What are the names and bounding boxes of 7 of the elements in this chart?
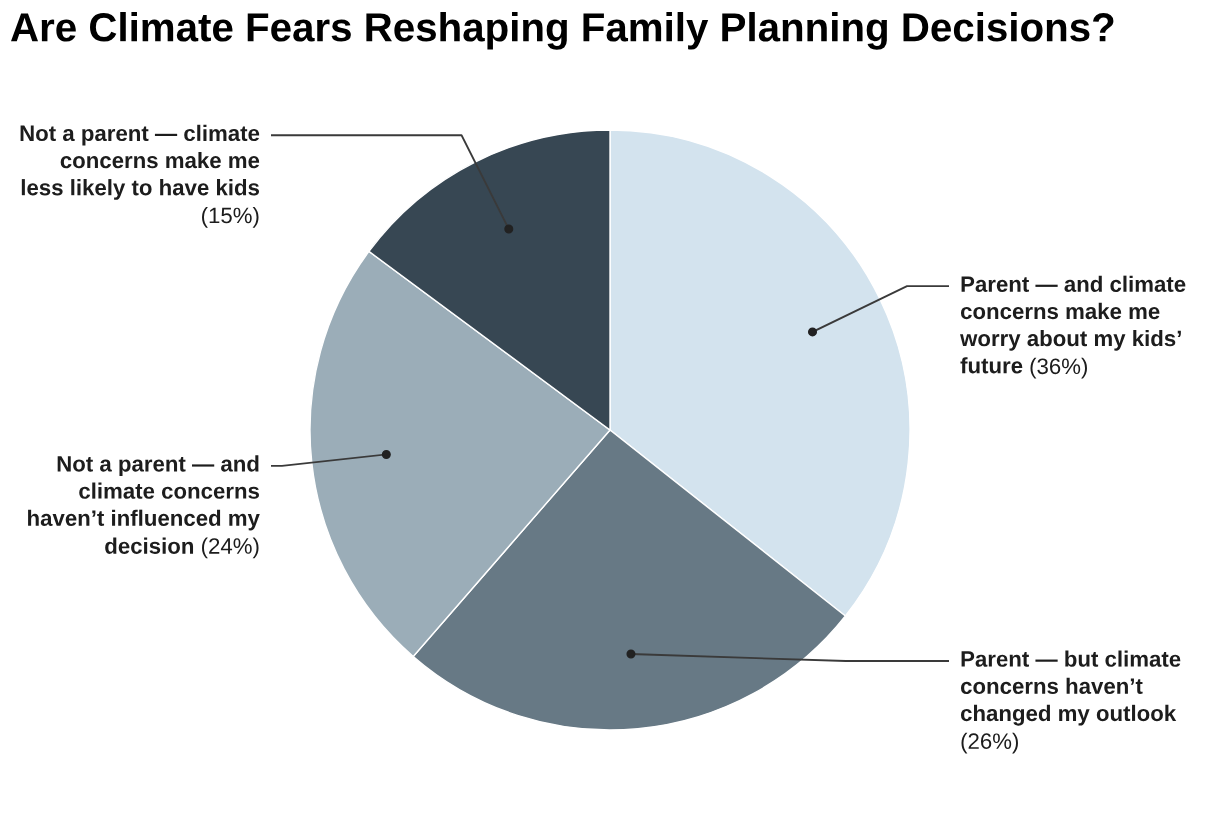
chart-title: Are Climate Fears Reshaping Family Planning Decisions? (11, 12, 1114, 50)
slice-label: Not a parent — climate concerns make me less likely to have kids (20, 124, 260, 200)
data-label: (26%) (961, 732, 1018, 754)
data-label: (15%) (202, 206, 259, 228)
data-label: (24%) (202, 537, 259, 559)
data-label: (36%) (1030, 357, 1087, 379)
slice-label: Parent — but climate concerns haven’t changed my outlook (960, 650, 1181, 726)
